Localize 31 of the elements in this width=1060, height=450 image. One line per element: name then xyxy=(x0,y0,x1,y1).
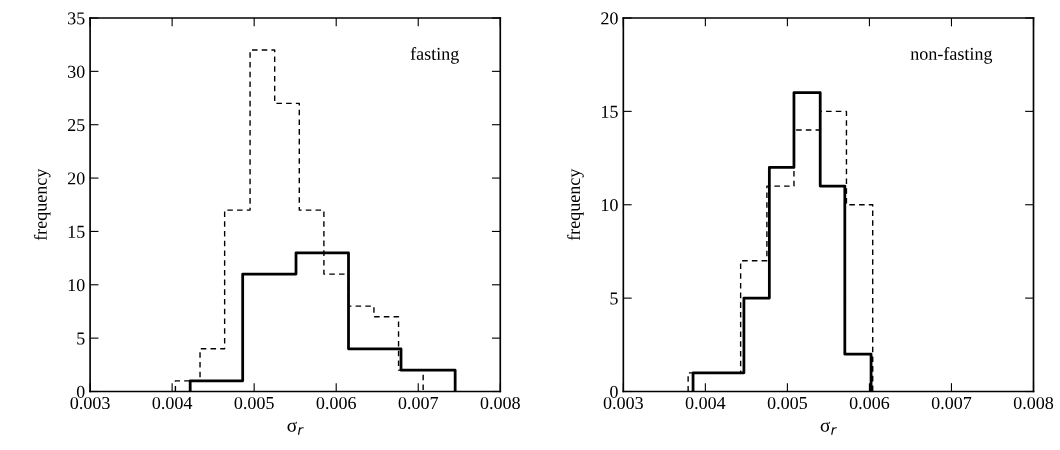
x-axis-title: σ$_{r}$ xyxy=(287,421,304,435)
x-tick-label: 0.008 xyxy=(1013,396,1054,410)
annotation: non-fasting xyxy=(910,47,993,64)
y-tick-label: 0 xyxy=(76,385,85,398)
x-tick-label: 0.003 xyxy=(603,396,643,410)
x-tick-label: 0.006 xyxy=(849,396,890,410)
x-tick-label: 0.005 xyxy=(234,396,274,410)
annotation: fasting xyxy=(410,47,459,64)
y-tick-label: 5 xyxy=(77,332,85,345)
y-axis-title: frequency xyxy=(33,168,51,241)
y-tick-label: 30 xyxy=(68,65,85,78)
y-tick-label: 20 xyxy=(601,12,618,25)
x-tick-label: 0.005 xyxy=(767,396,807,410)
y-tick-label: 35 xyxy=(68,12,85,25)
x-tick-label: 0.003 xyxy=(70,396,110,410)
y-tick-label: 0 xyxy=(610,385,618,398)
x-tick-label: 0.004 xyxy=(152,396,193,410)
y-axis-title: frequency xyxy=(567,168,584,241)
y-tick-label: 10 xyxy=(68,279,85,292)
y-tick-label: 15 xyxy=(68,225,85,238)
x-tick-label: 0.007 xyxy=(398,396,439,410)
y-tick-label: 10 xyxy=(602,199,618,212)
y-tick-label: 5 xyxy=(610,292,618,305)
y-tick-label: 15 xyxy=(602,105,618,118)
x-tick-label: 0.006 xyxy=(316,396,356,410)
x-axis-title: σ$_{r}$ xyxy=(820,421,837,435)
x-tick-label: 0.007 xyxy=(931,396,972,410)
y-tick-label: 25 xyxy=(67,119,85,132)
y-tick-label: 20 xyxy=(67,172,85,185)
x-tick-label: 0.004 xyxy=(685,396,726,410)
x-tick-label: 0.008 xyxy=(480,396,520,410)
